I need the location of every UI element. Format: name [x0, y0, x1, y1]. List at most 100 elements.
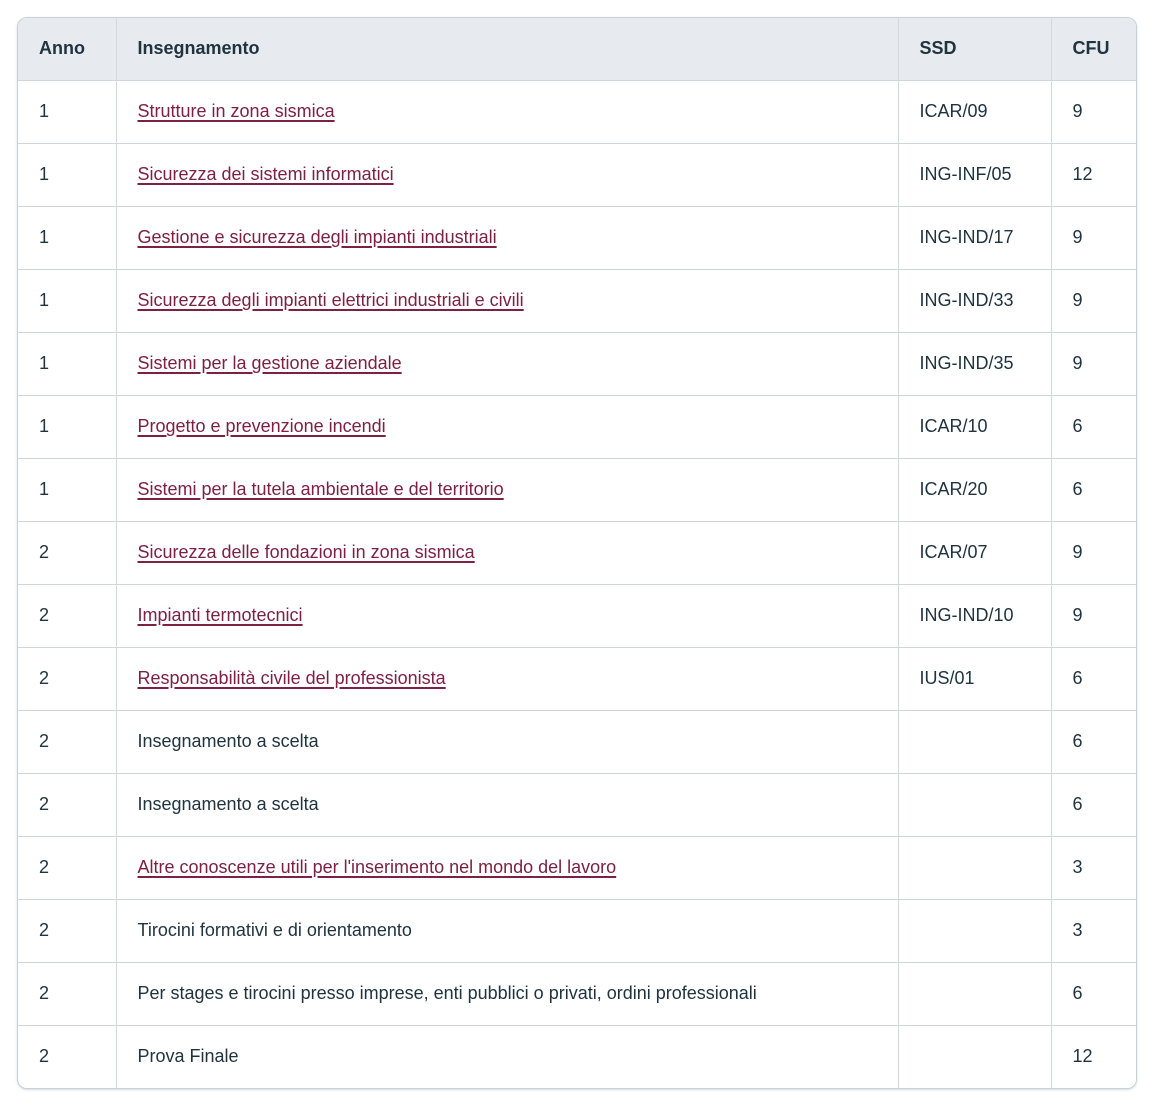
cfu-value: 6 — [1072, 731, 1083, 751]
course-link[interactable]: Responsabilità civile del professionista — [137, 668, 446, 688]
cfu-value: 9 — [1072, 290, 1083, 310]
cell-anno: 1 — [18, 79, 116, 143]
table-row: 2 Insegnamento a scelta 6 — [18, 709, 1136, 773]
cell-cfu: 6 — [1050, 961, 1136, 1025]
course-link[interactable]: Sistemi per la gestione aziendale — [137, 353, 402, 373]
cell-cfu: 9 — [1050, 268, 1136, 332]
anno-value: 1 — [39, 227, 50, 247]
course-name-text: Insegnamento a scelta — [137, 794, 319, 814]
course-plan-card: Anno Insegnamento SSD CFU 1 Strutture in… — [17, 17, 1137, 1089]
cell-anno: 2 — [18, 772, 116, 836]
anno-value: 2 — [39, 542, 50, 562]
cell-ssd — [897, 709, 1051, 773]
anno-value: 2 — [39, 983, 50, 1003]
cell-ssd: ICAR/09 — [897, 79, 1051, 143]
cell-ssd — [897, 1024, 1051, 1088]
table-row: 1 Strutture in zona sismica ICAR/09 9 — [18, 79, 1136, 143]
cfu-value: 3 — [1072, 920, 1083, 940]
anno-value: 1 — [39, 353, 50, 373]
table-row: 1 Gestione e sicurezza degli impianti in… — [18, 205, 1136, 269]
anno-value: 2 — [39, 731, 50, 751]
course-link[interactable]: Progetto e prevenzione incendi — [137, 416, 386, 436]
cell-insegnamento: Sistemi per la tutela ambientale e del t… — [115, 457, 898, 521]
cell-ssd — [897, 772, 1051, 836]
ssd-value: ICAR/07 — [919, 542, 988, 562]
cell-insegnamento: Responsabilità civile del professionista — [115, 646, 898, 710]
cell-cfu: 6 — [1050, 772, 1136, 836]
cell-anno: 2 — [18, 709, 116, 773]
course-plan-table: Anno Insegnamento SSD CFU 1 Strutture in… — [18, 18, 1136, 1088]
course-link[interactable]: Impianti termotecnici — [137, 605, 303, 625]
table-row: 2 Impianti termotecnici ING-IND/10 9 — [18, 583, 1136, 647]
ssd-value: ING-IND/17 — [919, 227, 1014, 247]
table-row: 2 Per stages e tirocini presso imprese, … — [18, 961, 1136, 1025]
cfu-value: 9 — [1072, 542, 1083, 562]
cell-cfu: 9 — [1050, 583, 1136, 647]
cell-insegnamento: Insegnamento a scelta — [115, 709, 898, 773]
cfu-value: 6 — [1072, 479, 1083, 499]
cell-cfu: 6 — [1050, 646, 1136, 710]
cell-ssd: ICAR/20 — [897, 457, 1051, 521]
cell-insegnamento: Altre conoscenze utili per l'inserimento… — [115, 835, 898, 899]
cell-cfu: 6 — [1050, 457, 1136, 521]
cell-anno: 2 — [18, 1024, 116, 1088]
course-name-text: Prova Finale — [137, 1046, 239, 1067]
table-row: 2 Responsabilità civile del professionis… — [18, 646, 1136, 710]
cell-anno: 2 — [18, 583, 116, 647]
ssd-value: ICAR/20 — [919, 479, 988, 499]
ssd-value: ING-IND/10 — [919, 605, 1014, 625]
cfu-value: 3 — [1072, 857, 1083, 877]
cfu-value: 6 — [1072, 983, 1083, 1003]
cell-ssd — [897, 835, 1051, 899]
ssd-value: ICAR/10 — [919, 416, 988, 436]
cell-anno: 1 — [18, 331, 116, 395]
cell-anno: 2 — [18, 898, 116, 962]
cell-ssd: ING-INF/05 — [897, 142, 1051, 206]
table-header: Anno Insegnamento SSD CFU — [18, 18, 1136, 80]
table-row: 1 Sistemi per la tutela ambientale e del… — [18, 457, 1136, 521]
cell-anno: 1 — [18, 205, 116, 269]
table-row: 2 Prova Finale 12 — [18, 1024, 1136, 1088]
anno-value: 1 — [39, 479, 50, 499]
cell-anno: 1 — [18, 394, 116, 458]
column-header-cfu: CFU — [1050, 18, 1136, 80]
cell-cfu: 9 — [1050, 79, 1136, 143]
cell-ssd: ING-IND/17 — [897, 205, 1051, 269]
table-row: 1 Sicurezza degli impianti elettrici ind… — [18, 268, 1136, 332]
cell-insegnamento: Sicurezza delle fondazioni in zona sismi… — [115, 520, 898, 584]
course-link[interactable]: Sistemi per la tutela ambientale e del t… — [137, 479, 504, 499]
cell-insegnamento: Sicurezza degli impianti elettrici indus… — [115, 268, 898, 332]
cell-ssd: ING-IND/10 — [897, 583, 1051, 647]
cell-anno: 1 — [18, 142, 116, 206]
cell-insegnamento: Strutture in zona sismica — [115, 79, 898, 143]
course-link[interactable]: Sicurezza degli impianti elettrici indus… — [137, 290, 524, 310]
course-link[interactable]: Gestione e sicurezza degli impianti indu… — [137, 227, 497, 247]
course-link[interactable]: Sicurezza delle fondazioni in zona sismi… — [137, 542, 475, 562]
cfu-value: 9 — [1072, 605, 1083, 625]
header-row: Anno Insegnamento SSD CFU — [18, 18, 1136, 80]
ssd-value: ING-IND/33 — [919, 290, 1014, 310]
cell-insegnamento: Sistemi per la gestione aziendale — [115, 331, 898, 395]
course-link[interactable]: Strutture in zona sismica — [137, 101, 335, 121]
course-link[interactable]: Altre conoscenze utili per l'inserimento… — [137, 857, 617, 877]
cfu-value: 12 — [1072, 164, 1093, 184]
cell-cfu: 9 — [1050, 205, 1136, 269]
cell-insegnamento: Per stages e tirocini presso imprese, en… — [115, 961, 898, 1025]
anno-value: 2 — [39, 668, 50, 688]
cell-ssd — [897, 961, 1051, 1025]
column-header-ssd: SSD — [897, 18, 1051, 80]
cell-ssd: ING-IND/33 — [897, 268, 1051, 332]
ssd-value: ICAR/09 — [919, 101, 988, 121]
table-row: 2 Tirocini formativi e di orientamento 3 — [18, 898, 1136, 962]
cell-anno: 2 — [18, 520, 116, 584]
anno-value: 1 — [39, 290, 50, 310]
table-row: 1 Progetto e prevenzione incendi ICAR/10… — [18, 394, 1136, 458]
cell-anno: 1 — [18, 268, 116, 332]
course-link[interactable]: Sicurezza dei sistemi informatici — [137, 164, 394, 184]
table-row: 2 Sicurezza delle fondazioni in zona sis… — [18, 520, 1136, 584]
table-row: 2 Insegnamento a scelta 6 — [18, 772, 1136, 836]
table-body: 1 Strutture in zona sismica ICAR/09 9 1 … — [18, 79, 1136, 1088]
cell-cfu: 6 — [1050, 709, 1136, 773]
table-row: 1 Sistemi per la gestione aziendale ING-… — [18, 331, 1136, 395]
cell-cfu: 3 — [1050, 898, 1136, 962]
